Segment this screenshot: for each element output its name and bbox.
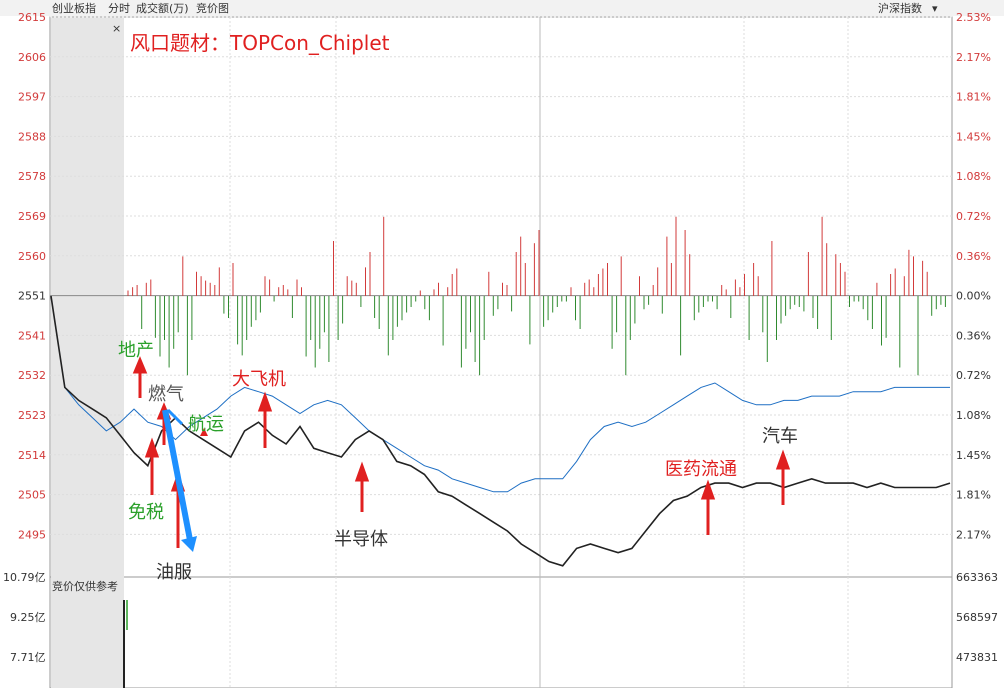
arrow-mianshui	[144, 437, 160, 495]
price-panel-frame	[49, 16, 953, 578]
label-dafeiji: 大飞机	[232, 369, 286, 390]
header-turnover-tab[interactable]: 成交额(万)	[136, 1, 189, 15]
pct-tick-label: 0.72%	[956, 210, 991, 223]
arrow-yiyao	[700, 479, 716, 535]
arrow-youfu-blue-shaft	[162, 409, 193, 541]
pct-tick-label: 1.81%	[956, 91, 991, 104]
volume-right-tick-0: 663363	[956, 571, 998, 584]
price-tick-label: 2588	[18, 130, 46, 143]
pct-tick-label: 2.17%	[956, 528, 991, 541]
arrow-youfu-blue-head	[181, 536, 197, 552]
price-tick-label: 2495	[18, 528, 46, 541]
arrow-qiche	[775, 449, 791, 505]
header-auction-tab[interactable]: 竞价图	[196, 1, 229, 15]
price-tick-label: 2578	[18, 170, 46, 183]
label-qiche: 汽车	[762, 426, 798, 447]
header-index-name[interactable]: 创业板指	[52, 1, 96, 15]
price-tick-label: 2505	[18, 489, 46, 502]
arrow-ranqi-blue	[166, 408, 184, 426]
average-price-line	[50, 295, 950, 493]
right-axis-ticks: 2.53% 2.17% 1.81% 1.45% 1.08% 0.72% 0.36% 0.00%…	[956, 11, 991, 541]
pct-tick-label: 2.53%	[956, 11, 991, 24]
volume-left-tick-2: 7.71亿	[10, 651, 46, 664]
price-line	[50, 295, 951, 567]
label-ranqi: 燃气	[148, 384, 184, 405]
pct-tick-label: 0.00%	[956, 290, 991, 303]
label-bandaoti: 半导体	[334, 529, 388, 550]
label-mianshui: 免税	[128, 502, 164, 523]
arrow-bandaoti	[354, 461, 370, 512]
header-dropdown-icon[interactable]: ▾	[932, 2, 938, 15]
volume-left-tick-1: 9.25亿	[10, 611, 46, 624]
price-tick-label: 2551	[18, 290, 46, 303]
arrow-hangyun	[200, 428, 208, 442]
price-tick-label: 2615	[18, 11, 46, 24]
price-tick-label: 2597	[18, 91, 46, 104]
label-dichan: 地产	[118, 340, 154, 361]
label-yiyao: 医药流通	[665, 459, 737, 480]
annotation-arrows	[132, 356, 791, 552]
auction-shade	[51, 18, 124, 688]
price-tick-label: 2606	[18, 51, 46, 64]
close-icon[interactable]: ×	[112, 22, 121, 35]
pct-tick-label: 1.81%	[956, 489, 991, 502]
header-index-switch[interactable]: 沪深指数	[878, 1, 922, 15]
volume-left-tick-0: 10.79亿	[3, 571, 46, 584]
pct-tick-label: 0.72%	[956, 369, 991, 382]
arrow-dichan	[132, 356, 148, 398]
price-tick-label: 2541	[18, 329, 46, 342]
price-tick-label: 2569	[18, 210, 46, 223]
pct-tick-label: 0.36%	[956, 329, 991, 342]
volume-right-tick-2: 473831	[956, 651, 998, 664]
label-hangyun: 航运	[188, 414, 224, 435]
pct-bars	[127, 216, 946, 376]
price-tick-label: 2514	[18, 449, 46, 462]
pct-tick-label: 0.36%	[956, 250, 991, 263]
grid	[50, 16, 952, 688]
price-tick-label: 2532	[18, 369, 46, 382]
left-axis-ticks: 2615 2606 2597 2588 2578 2569 2560 2551 2541 2532…	[18, 11, 46, 541]
pct-tick-label: 1.45%	[956, 130, 991, 143]
volume-right-tick-1: 568597	[956, 611, 998, 624]
price-tick-label: 2523	[18, 409, 46, 422]
arrow-dafeiji	[257, 391, 273, 448]
volume-panel-frame	[49, 576, 953, 688]
label-youfu: 油服	[156, 562, 192, 583]
theme-title: 风口题材：TOPCon_Chiplet	[130, 31, 390, 55]
header-timeshare-tab[interactable]: 分时	[108, 2, 130, 15]
pct-tick-label: 1.08%	[956, 170, 991, 183]
pct-tick-label: 2.17%	[956, 51, 991, 64]
price-tick-label: 2560	[18, 250, 46, 263]
header-bar	[0, 0, 1004, 16]
pct-tick-label: 1.45%	[956, 449, 991, 462]
auction-note: 竞价仅供参考	[52, 579, 118, 593]
pct-tick-label: 1.08%	[956, 409, 991, 422]
